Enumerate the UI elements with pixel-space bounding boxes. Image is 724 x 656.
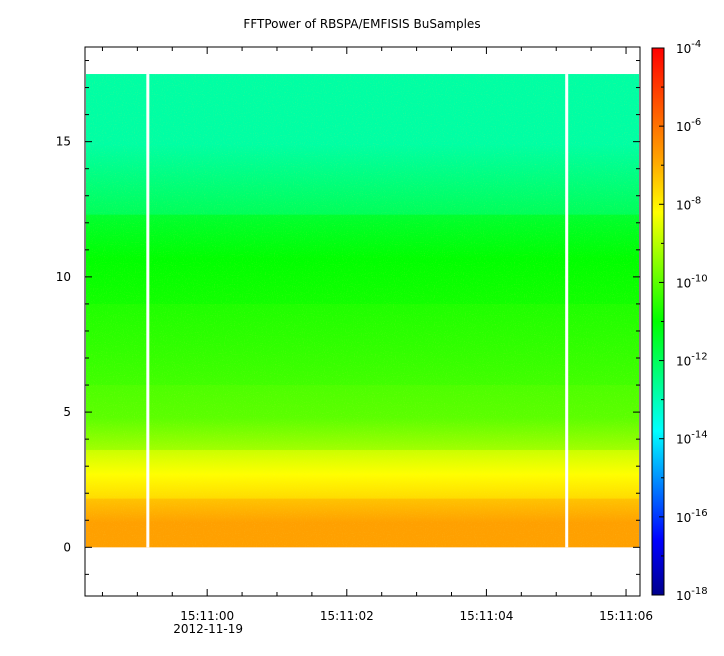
x-tick-label: 15:11:00 bbox=[180, 609, 234, 623]
x-date-label: 2012-11-19 bbox=[173, 622, 243, 636]
spectrogram-noise-texture bbox=[86, 74, 639, 548]
data-gap bbox=[565, 74, 569, 548]
y-tick-label: 15 bbox=[56, 135, 71, 149]
colorbar-tick-label: 10-6 bbox=[676, 117, 701, 134]
y-tick-label: 5 bbox=[63, 405, 71, 419]
x-tick-label: 15:11:06 bbox=[599, 609, 653, 623]
colorbar-tick-label: 10-14 bbox=[676, 430, 708, 447]
x-tick-label: 15:11:04 bbox=[459, 609, 513, 623]
colorbar-tick-label: 10-18 bbox=[676, 586, 708, 603]
colorbar-tick-label: 10-12 bbox=[676, 352, 708, 369]
y-axis: 0 5 10 15 bbox=[56, 60, 640, 575]
colorbar-tick-label: 10-8 bbox=[676, 195, 701, 212]
colorbar-ticks: 10-18 10-16 10-14 10-12 10-10 10-8 10-6 10-4 bbox=[659, 39, 708, 603]
plot-frame bbox=[84, 46, 641, 597]
x-axis: 15:11:00 15:11:02 15:11:04 15:11:06 bbox=[101, 47, 653, 623]
chart-title: FFTPower of RBSPA/EMFISIS BuSamples bbox=[243, 17, 481, 31]
x-tick-label: 15:11:02 bbox=[320, 609, 374, 623]
colorbar-tick-label: 10-10 bbox=[676, 273, 708, 290]
data-gaps bbox=[146, 74, 569, 548]
colorbar-tick-label: 10-4 bbox=[676, 39, 701, 56]
y-tick-label: 10 bbox=[56, 270, 71, 284]
y-tick-label: 0 bbox=[63, 540, 71, 554]
data-gap bbox=[146, 74, 150, 548]
colorbar-tick-label: 10-16 bbox=[676, 508, 708, 525]
